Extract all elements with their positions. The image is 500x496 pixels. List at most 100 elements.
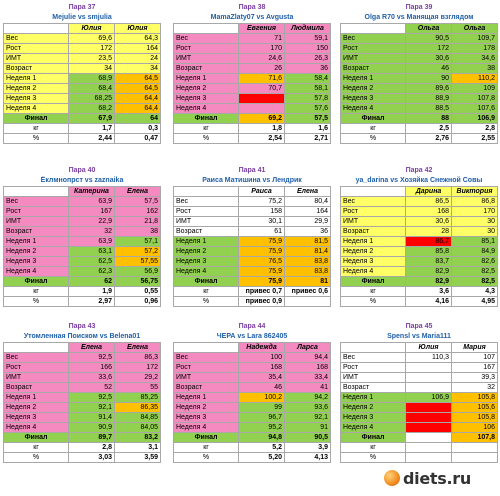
table-row: Неделя 2 105,6	[340, 402, 498, 413]
value-cell: 168	[405, 206, 452, 217]
table-row: кг 2,5 2,8	[340, 123, 498, 134]
value-cell: 106,9	[451, 113, 498, 124]
row-label: Неделя 1	[173, 392, 239, 403]
value-cell: привес 0,9	[238, 296, 285, 307]
value-cell: 38	[451, 63, 498, 74]
value-cell: 61	[238, 226, 285, 237]
value-cell: 88,5	[405, 103, 452, 114]
value-cell: 105,8	[451, 412, 498, 423]
row-label: Финал	[340, 432, 406, 443]
row-label: Рост	[340, 362, 406, 373]
value-cell: 82,6	[451, 256, 498, 267]
row-label: Возраст	[173, 382, 239, 393]
value-cell: 172	[405, 43, 452, 54]
pair-panel-p37: Пара 37 Mejulie vs smjulia Юлия Юлия Вес 69,6…	[3, 3, 161, 144]
table-row: кг 1,8 1,6	[173, 123, 331, 134]
value-cell: 64,3	[114, 33, 161, 44]
row-label: ИМТ	[3, 216, 69, 227]
value-cell: 71	[238, 33, 285, 44]
table-row: Неделя 2 99 93,6	[173, 402, 331, 413]
table-row: Неделя 2 70,7 58,1	[173, 83, 331, 94]
value-cell: 100,2	[238, 392, 285, 403]
value-cell: 2,5	[405, 123, 452, 134]
value-cell: 88,9	[405, 93, 452, 104]
value-cell: 58,1	[284, 83, 331, 94]
row-label: Неделя 2	[173, 83, 239, 94]
value-cell: 75,9	[238, 276, 285, 287]
pair-panel-p39: Пара 39 Olga R70 vs Манящая взглядом Ольга…	[340, 3, 498, 144]
table-row: Неделя 2 89,6 109	[340, 83, 498, 94]
row-label: Неделя 3	[3, 412, 69, 423]
pair-title: Пара 40	[68, 167, 96, 174]
row-label: Вес	[340, 33, 406, 44]
value-cell: 86,7	[405, 236, 452, 247]
row-label: Возраст	[340, 63, 406, 74]
table-row: Рост 170 150	[173, 43, 331, 54]
row-label: ИМТ	[3, 53, 69, 64]
value-cell: 0,47	[114, 133, 161, 144]
value-cell: 2,8	[68, 442, 115, 453]
value-cell: 21,8	[114, 216, 161, 227]
value-cell: 68,2	[68, 103, 115, 114]
value-cell: 57,55	[114, 256, 161, 267]
value-cell: 81,4	[284, 246, 331, 257]
value-cell: 0,55	[114, 286, 161, 297]
table-row: Вес 92,5 86,3	[3, 352, 161, 363]
row-label: Вес	[3, 352, 69, 363]
table-row: кг 1,7 0,3	[3, 123, 161, 134]
pair-panel-p41: Пара 41 Раиса Матишина vs Лендрик Раиса Еле…	[173, 166, 331, 307]
value-cell: 70,7	[238, 83, 285, 94]
value-cell: 92,5	[68, 352, 115, 363]
value-cell: 33,4	[284, 372, 331, 383]
table-row: Вес 75,2 80,4	[173, 196, 331, 207]
table-row: Неделя 3 96,7 92,1	[173, 412, 331, 423]
value-cell	[405, 452, 452, 463]
value-cell: 83,7	[405, 256, 452, 267]
header-row: Надежда Ларса	[173, 342, 331, 353]
pair-table: Дарина Виктория Вес 86,5 86,8 Рост 168 170 ИМТ 30…	[340, 186, 498, 307]
row-label: ИМТ	[173, 216, 239, 227]
value-cell: 29,2	[114, 372, 161, 383]
value-cell: 107	[451, 352, 498, 363]
pair-subtitle: ya_darina vs Хозяйка Снежной Совы	[355, 177, 483, 184]
header-empty-cell	[340, 186, 406, 197]
row-label: Вес	[173, 33, 239, 44]
participant-name-1: Юлия	[405, 342, 452, 353]
value-cell: 3,03	[68, 452, 115, 463]
row-label: ИМТ	[340, 53, 406, 64]
table-row: Неделя 4 88,5 107,6	[340, 103, 498, 114]
value-cell: 109	[451, 83, 498, 94]
value-cell: 3,6	[405, 286, 452, 297]
table-row: Неделя 2 68,4 64,5	[3, 83, 161, 94]
table-row: Неделя 4 106	[340, 422, 498, 433]
row-label: Рост	[3, 362, 69, 373]
participant-name-1: Евгения	[238, 23, 285, 34]
value-cell: 63,9	[68, 196, 115, 207]
row-label: %	[173, 452, 239, 463]
row-label: Финал	[340, 276, 406, 287]
value-cell: 3,1	[114, 442, 161, 453]
value-cell: 39,3	[451, 372, 498, 383]
value-cell: 170	[238, 43, 285, 54]
value-cell	[405, 442, 452, 453]
value-cell: 88	[405, 113, 452, 124]
row-label: %	[3, 133, 69, 144]
value-cell: 75,2	[238, 196, 285, 207]
value-cell: 94,8	[238, 432, 285, 443]
value-cell: 91,4	[68, 412, 115, 423]
value-cell: 34,6	[451, 53, 498, 64]
pair-table: Елена Елена Вес 92,5 86,3 Рост 166 172 ИМТ 33,6 29…	[3, 342, 161, 463]
value-cell: 107,8	[451, 93, 498, 104]
table-row: % 5,20 4,13	[173, 452, 331, 463]
value-cell: 91	[284, 422, 331, 433]
pair-title: Пара 44	[238, 323, 266, 330]
value-cell: 110,2	[451, 73, 498, 84]
table-row: Возраст 46 41	[173, 382, 331, 393]
value-cell: привес 0,6	[284, 286, 331, 297]
table-row: Вес 86,5 86,8	[340, 196, 498, 207]
value-cell: 90,5	[405, 33, 452, 44]
value-cell: 4,16	[405, 296, 452, 307]
value-cell: 80,4	[284, 196, 331, 207]
table-row: Финал 69,2 57,5	[173, 113, 331, 124]
value-cell: 105,8	[451, 392, 498, 403]
